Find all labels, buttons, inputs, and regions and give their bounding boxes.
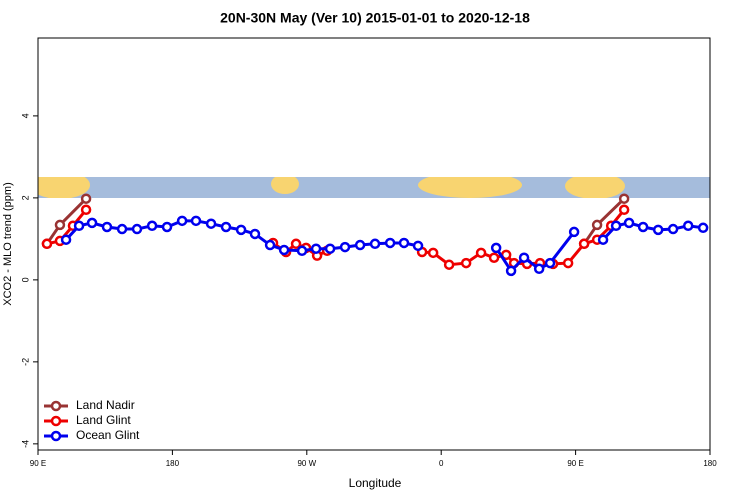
- point: [354, 239, 366, 251]
- point: [505, 265, 517, 277]
- y-tick-label: 4: [20, 113, 30, 118]
- point: [697, 222, 709, 234]
- point: [682, 220, 694, 232]
- legend-marker: [50, 415, 62, 427]
- point: [131, 223, 143, 235]
- point: [73, 220, 85, 232]
- point: [398, 237, 410, 249]
- point: [597, 234, 609, 245]
- point: [190, 215, 202, 227]
- point: [235, 224, 247, 236]
- x-tick-label: 90 W: [297, 459, 316, 468]
- series-line: [46, 208, 626, 267]
- point: [443, 259, 455, 270]
- point: [205, 218, 217, 229]
- y-tick-label: -2: [20, 358, 30, 366]
- x-tick-label: 0: [439, 459, 444, 468]
- chart-title: 20N-30N May (Ver 10) 2015-01-01 to 2020-…: [220, 10, 530, 26]
- x-axis-label: Longitude: [349, 476, 402, 490]
- point: [384, 237, 396, 249]
- point: [412, 240, 424, 252]
- point: [101, 221, 113, 233]
- legend-label: Ocean Glint: [76, 428, 140, 442]
- point: [339, 241, 351, 253]
- point: [80, 193, 92, 204]
- point: [460, 257, 472, 269]
- y-tick-label: -4: [20, 440, 30, 448]
- series-line: [45, 197, 626, 245]
- point: [310, 243, 322, 254]
- point: [60, 234, 72, 245]
- plot-frame: [37, 37, 711, 451]
- point: [490, 242, 502, 254]
- point: [623, 217, 635, 229]
- point: [86, 217, 98, 229]
- legend-marker: [50, 430, 62, 442]
- point: [475, 247, 487, 259]
- legend-label: Land Nadir: [76, 398, 135, 412]
- point: [176, 215, 188, 227]
- point: [667, 223, 679, 235]
- point: [264, 239, 276, 251]
- point: [578, 238, 590, 250]
- point: [544, 257, 556, 269]
- point: [220, 221, 232, 233]
- x-tick-label: 180: [166, 459, 180, 468]
- map-strip: [38, 177, 710, 198]
- point: [116, 223, 128, 235]
- point: [146, 220, 158, 232]
- point: [591, 219, 603, 231]
- point: [278, 244, 290, 256]
- point: [518, 252, 530, 263]
- point: [637, 221, 649, 233]
- point: [610, 220, 622, 232]
- point: [369, 238, 381, 250]
- legend-marker: [50, 400, 62, 412]
- point: [568, 226, 580, 238]
- point: [618, 193, 630, 204]
- point: [427, 247, 439, 259]
- y-tick-label: 0: [20, 277, 30, 282]
- point: [488, 252, 500, 263]
- y-axis-label: XCO2 - MLO trend (ppm): [2, 182, 14, 305]
- point: [161, 221, 173, 233]
- point: [290, 238, 302, 250]
- point: [562, 257, 574, 269]
- x-tick-label: 90 E: [30, 459, 46, 468]
- point: [80, 204, 92, 216]
- x-tick-label: 90 E: [567, 459, 583, 468]
- point: [249, 228, 261, 240]
- point: [324, 243, 336, 254]
- point: [41, 238, 53, 250]
- point: [618, 204, 630, 216]
- point: [296, 245, 308, 257]
- x-tick-label: 180: [703, 459, 717, 468]
- point: [652, 224, 664, 236]
- y-tick-label: 2: [20, 195, 30, 200]
- point: [54, 219, 66, 231]
- legend-label: Land Glint: [76, 413, 131, 427]
- point: [533, 263, 545, 275]
